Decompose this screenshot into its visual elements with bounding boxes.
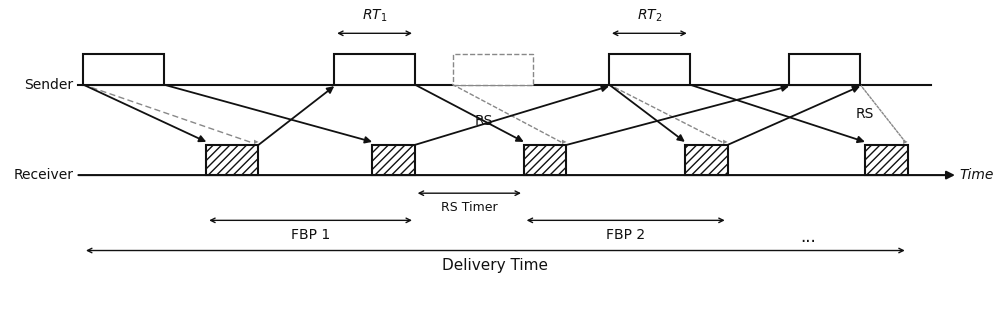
Bar [865,145,908,175]
Text: RS Timer: RS Timer [441,201,498,214]
Bar [206,145,258,175]
Text: $RT_2$: $RT_2$ [637,8,662,24]
Text: RS: RS [855,107,874,121]
Bar [372,145,415,175]
Bar [453,54,533,85]
Text: Sender: Sender [25,78,74,92]
Text: Receiver: Receiver [14,168,74,182]
Bar [789,54,860,85]
Text: Delivery Time: Delivery Time [442,258,548,273]
Text: ...: ... [800,228,816,246]
Text: Time: Time [960,168,994,182]
Bar [609,54,690,85]
Bar [83,54,164,85]
Text: RS: RS [475,114,493,128]
Text: FBP 1: FBP 1 [291,228,330,242]
Text: $RT_1$: $RT_1$ [362,8,387,24]
Bar [685,145,728,175]
Text: FBP 2: FBP 2 [606,228,645,242]
Bar [524,145,566,175]
Bar [334,54,415,85]
